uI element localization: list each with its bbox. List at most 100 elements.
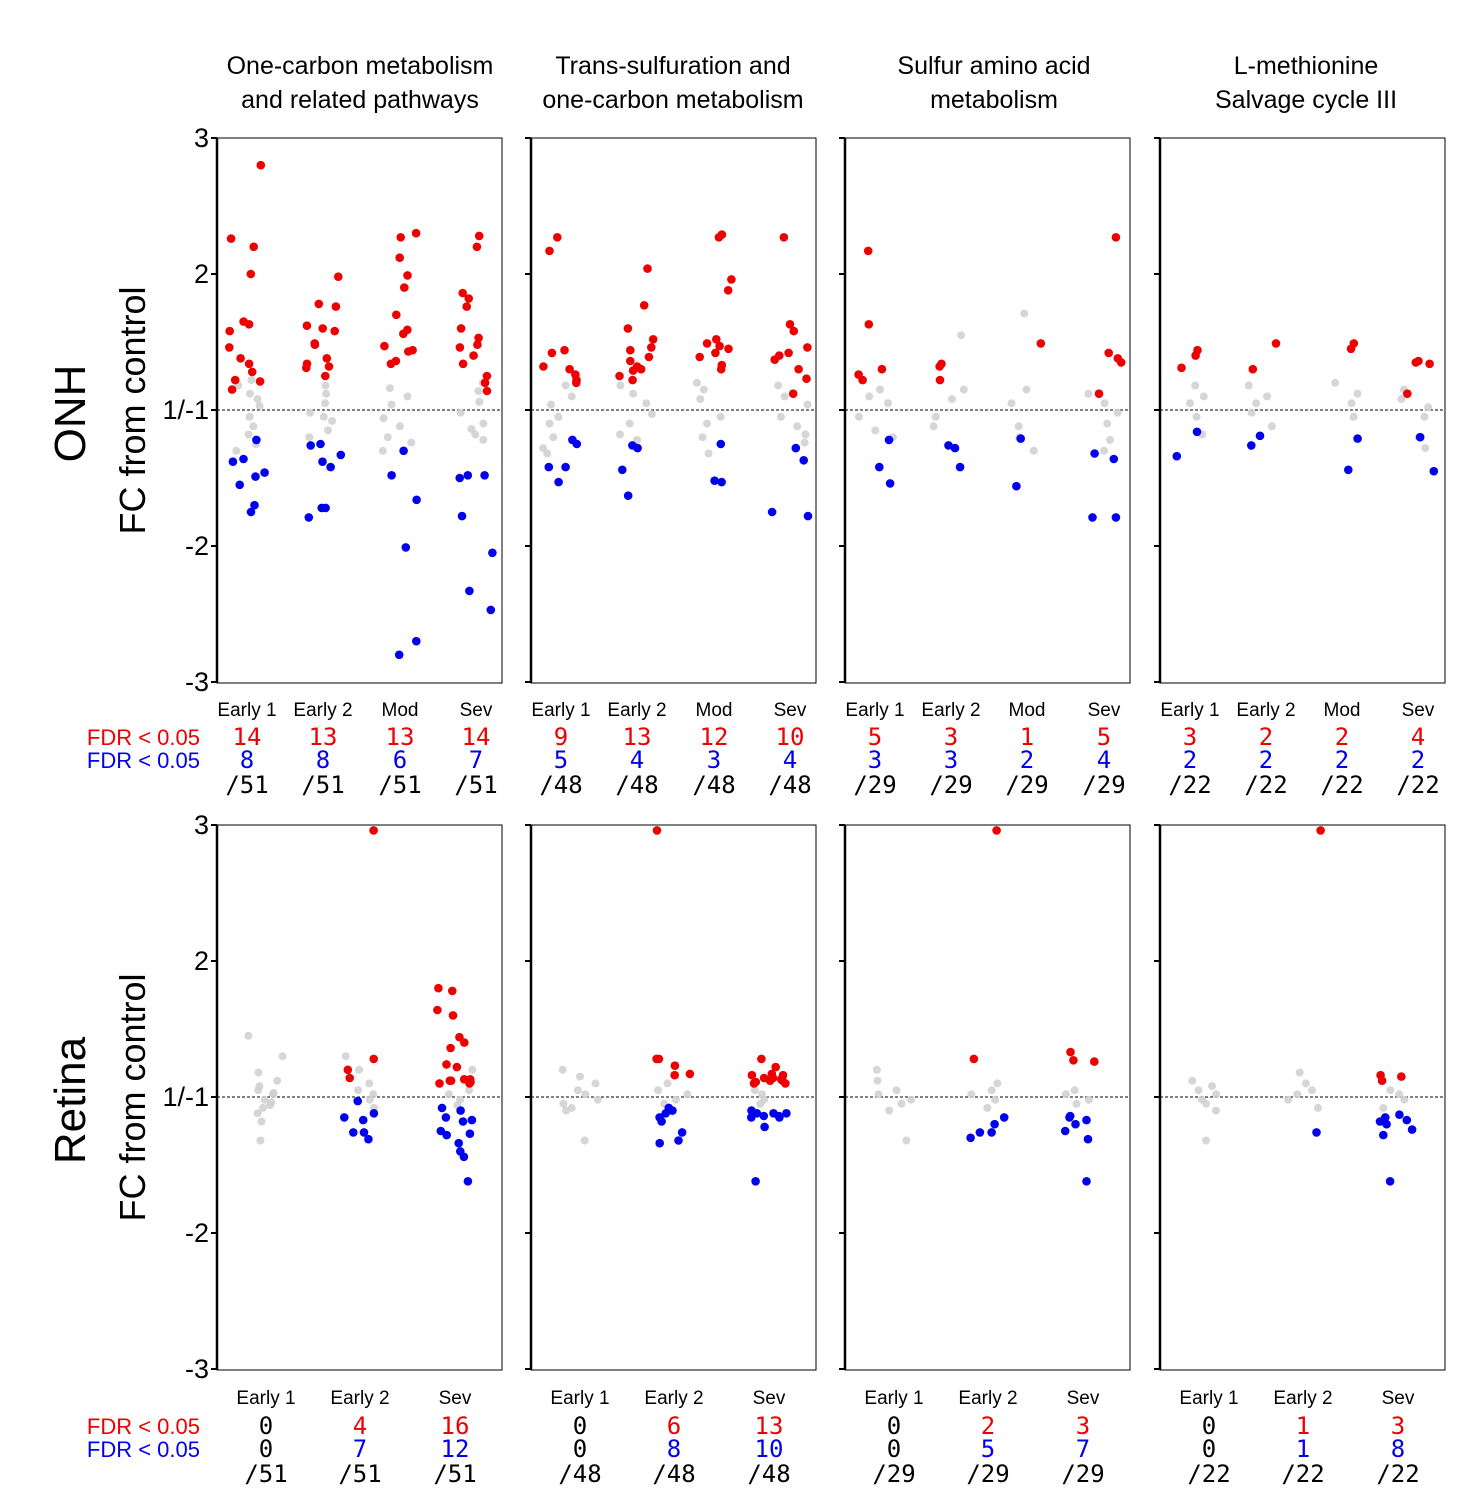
point-down [454,1138,464,1148]
point-down [260,468,269,477]
count-up: 4 [353,1412,367,1440]
point-down [465,586,474,596]
point-down [990,1119,999,1129]
point-down [572,439,582,449]
x-tick-label: Early 2 [293,700,352,721]
count-total: /29 [1005,771,1048,799]
point-up [465,1079,474,1088]
count-total: /51 [301,771,344,799]
point-ns [699,385,708,394]
point-ns [278,1052,287,1061]
point-up [482,386,492,396]
point-down [674,1136,683,1145]
count-total: /22 [1187,1460,1230,1488]
point-down [401,543,411,552]
point-up [369,1054,379,1064]
point-up [480,378,490,388]
point-down [1247,441,1256,450]
point-up [226,234,236,243]
fdr-label-up-2: FDR < 0.05 [87,1414,200,1439]
point-up [788,389,798,399]
count-total: /29 [1061,1460,1104,1488]
point-down [246,507,256,517]
point-up [396,233,406,242]
point-ns [776,412,785,421]
point-up [448,1011,458,1020]
point-up [784,348,793,358]
point-down [623,491,633,501]
point-ns [456,408,465,417]
point-up [464,294,474,303]
point-up [643,264,652,273]
point-down [1083,1134,1093,1144]
count-down: 2 [1411,746,1425,774]
x-tick-label: Early 2 [330,1388,389,1409]
point-up [969,1054,979,1064]
point-up [781,1079,790,1088]
point-ns [871,426,880,435]
point-down [1379,1130,1388,1140]
count-down: 0 [1202,1435,1216,1463]
point-up [759,1073,769,1083]
point-down [1111,513,1121,522]
count-up: 2 [981,1412,995,1440]
point-up [435,1079,444,1088]
point-ns [259,1103,267,1112]
point-down [716,439,726,449]
point-ns [993,1079,1002,1088]
point-down [1109,454,1119,464]
point-ns [545,419,554,428]
point-down [463,471,473,480]
point-up [858,375,867,385]
point-down [304,513,314,522]
point-down [1415,432,1425,442]
count-total: /48 [615,771,658,799]
point-ns [1424,403,1433,412]
point-up [1094,389,1104,399]
point-up [647,343,656,352]
point-ns [321,399,330,408]
point-down [1090,449,1099,458]
y-tick-label: 1/-1 [162,395,209,425]
point-down [1060,1126,1070,1136]
count-total: /22 [1376,1460,1419,1488]
count-up: 4 [1411,723,1425,751]
point-ns [616,381,625,390]
point-down [480,471,489,480]
point-down [359,1128,369,1137]
y-tick-label: 3 [194,123,209,153]
point-down [465,1129,475,1138]
x-tick-label: Sev [1382,1388,1415,1409]
point-ns [1084,389,1093,398]
point-down [228,457,238,467]
point-ns [1186,399,1195,408]
column-title-1-line-2: and related pathways [241,86,479,114]
point-down [544,462,554,472]
point-down [412,636,421,646]
point-down [1016,434,1025,443]
count-total: /22 [1320,771,1363,799]
point-down [717,477,726,487]
count-down: 10 [755,1435,784,1463]
point-up [553,233,562,242]
point-ns [1061,1090,1070,1099]
point-ns [379,414,388,423]
point-down [467,1115,477,1125]
point-up [1090,1057,1099,1066]
column-title-2-line-2: one-carbon metabolism [542,86,803,114]
point-ns [1199,392,1208,401]
y-axis-label-onh: FC from control [112,286,153,534]
count-up: 2 [1335,723,1349,751]
point-down [782,1109,791,1118]
fdr-label-down-1: FDR < 0.05 [87,748,200,773]
point-up [547,348,557,358]
point-ns [273,1076,282,1085]
x-tick-label: Sev [1067,1388,1100,1409]
point-down [1429,466,1439,476]
count-down: 7 [353,1435,367,1463]
x-tick-label: Sev [1402,700,1435,721]
column-title-4-line-1: L-methionine [1234,52,1379,80]
point-up [863,246,873,256]
point-ns [255,401,264,410]
